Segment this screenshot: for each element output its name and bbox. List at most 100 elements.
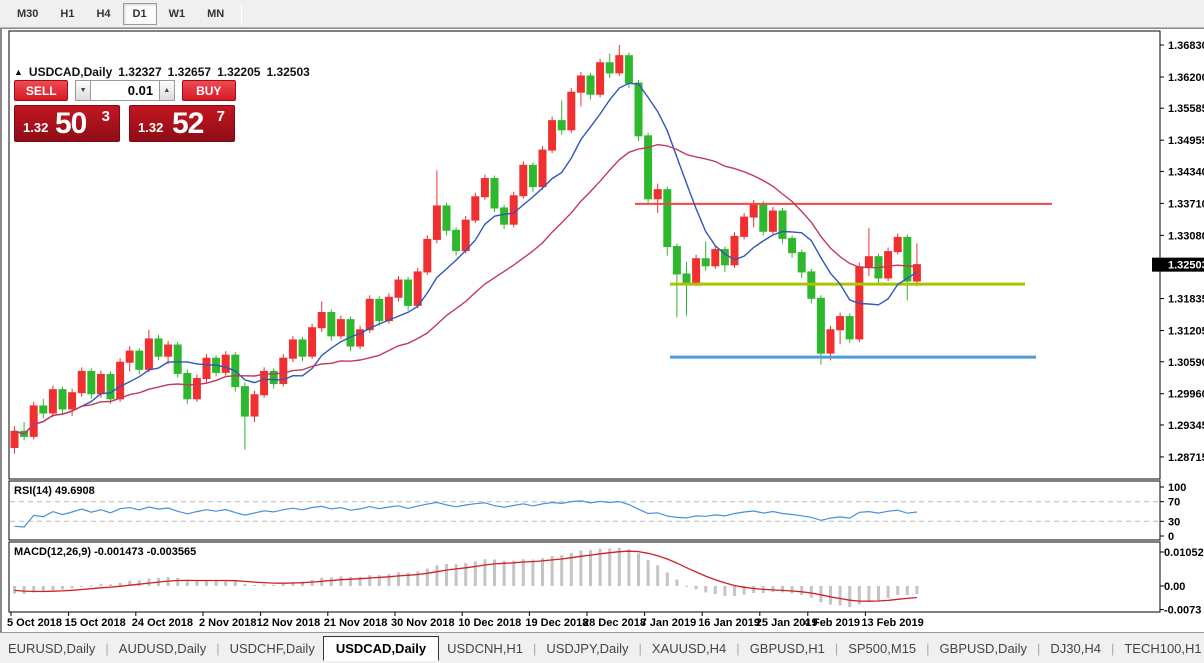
buy-button[interactable]: BUY [181,80,236,101]
collapse-triangle-icon[interactable]: ▲ [14,67,23,77]
buy-price-main: 52 [172,107,204,140]
candle-body [10,430,19,449]
candle-body [720,249,729,266]
ma-line-slow [14,143,917,435]
candle-body [58,389,67,410]
timeframe-button-d1[interactable]: D1 [122,2,157,25]
chart-tab-tech100[interactable]: TECH100,H1 [1124,640,1202,656]
svg-text:1.35585: 1.35585 [1168,103,1204,115]
volume-decrease-button[interactable]: ▼ [75,80,91,101]
candle-body [701,258,710,267]
ohlc-low: 1.32205 [217,65,261,79]
candle-body [768,210,777,232]
candle-body [135,350,144,370]
candle-body [432,205,441,240]
candle-body [29,405,38,437]
candle-body [356,329,365,347]
svg-text:1.33080: 1.33080 [1168,230,1204,242]
buy-quote-panel[interactable]: 1.32 52 7 [129,105,235,142]
candle-body [538,149,547,188]
chart-tab-xauusd[interactable]: XAUUSD,H4 [651,640,727,656]
candle-body [490,178,499,209]
candle-body [576,75,585,93]
candle-body [39,405,48,414]
candle-body [912,264,921,282]
candle-body [509,195,518,225]
chart-window[interactable]: 1.36830 1.36200 1.35585 1.34955 1.34340 1.337… [0,28,1204,632]
candle-body [884,251,893,279]
sell-quote-panel[interactable]: 1.32 50 3 [14,105,120,142]
candle-body [644,135,653,200]
rsi-line [14,500,917,528]
candle-body [557,120,566,131]
svg-text:0.010525: 0.010525 [1164,547,1204,559]
svg-text:100: 100 [1168,482,1186,494]
chart-tab-usdchf[interactable]: USDCHF,Daily [229,640,315,656]
candle-body [346,319,355,347]
svg-text:1.34340: 1.34340 [1168,166,1204,178]
timeframe-toolbar: M30 H1 H4 D1 W1 MN [0,0,1204,28]
candle-body [615,55,624,74]
chart-tab-gbpusd[interactable]: GBPUSD,H1 [749,640,825,656]
candle-body [653,189,662,200]
chart-tab-usdcad[interactable]: USDCAD,Daily [322,635,440,661]
candle-body [672,246,681,275]
chart-tab-eurusd[interactable]: EURUSD,Daily [8,640,96,656]
candle-body [87,370,96,395]
chart-canvas[interactable]: 1.36830 1.36200 1.35585 1.34955 1.34340 1.337… [2,29,1204,633]
svg-text:2 Nov 2018: 2 Nov 2018 [199,617,256,629]
chart-tab-usdcnh[interactable]: USDCNH,H1 [447,640,523,656]
ohlc-close: 1.32503 [266,65,310,79]
chart-title: ▲ USDCAD,Daily 1.32327 1.32657 1.32205 1… [14,65,310,79]
candle-body [375,298,384,322]
candle-body [154,338,163,357]
svg-text:16 Jan 2019: 16 Jan 2019 [698,617,760,629]
tab-separator: | [926,640,930,656]
volume-input[interactable]: 0.01 [90,80,160,101]
timeframe-button-h1[interactable]: H1 [60,7,75,20]
candle-body [77,370,86,394]
volume-increase-button[interactable]: ▲ [159,80,175,101]
timeframe-button-h4[interactable]: H4 [96,7,111,20]
svg-text:1.29345: 1.29345 [1168,420,1204,432]
rsi-pane-border [8,480,1161,541]
svg-text:5 Oct 2018: 5 Oct 2018 [7,617,62,629]
svg-text:1.32503: 1.32503 [1168,260,1204,272]
candle-body [106,373,115,400]
chart-tab-audusd[interactable]: AUDUSD,Daily [118,640,207,656]
current-price-tag: 1.32503 [1152,257,1204,272]
chart-tab-sp500[interactable]: SP500,M15 [848,640,917,656]
tab-separator: | [532,640,537,656]
candle-body [730,235,739,266]
tab-separator: | [736,640,740,656]
macd-signal-line [14,550,917,602]
candle-body [471,196,480,221]
buy-price-pip: 7 [216,108,225,125]
svg-text:1.31835: 1.31835 [1168,294,1204,306]
timeframe-button-mn[interactable]: MN [207,7,225,20]
chart-tab-gbpusd[interactable]: GBPUSD,Daily [939,640,1027,656]
svg-text:15 Oct 2018: 15 Oct 2018 [65,617,126,629]
candle-body [173,344,182,374]
sell-price-main: 50 [55,107,87,140]
candle-body [240,386,249,417]
candle-body [384,296,393,322]
svg-text:70: 70 [1168,497,1180,509]
chart-tab-usdjpy[interactable]: USDJPY,Daily [546,640,629,656]
tab-separator: | [216,640,220,656]
timeframe-button-w1[interactable]: W1 [168,7,186,20]
chart-tab-dj30[interactable]: DJ30,H4 [1050,640,1101,656]
sell-button[interactable]: SELL [14,80,69,101]
rsi-axis: 100 70 30 0 [1160,482,1186,543]
candle-body [413,271,422,306]
svg-text:19 Dec 2018: 19 Dec 2018 [525,617,588,629]
svg-text:28 Dec 2018: 28 Dec 2018 [583,617,646,629]
candle-body [711,249,720,267]
candle-body [893,236,902,253]
tab-separator: | [105,640,109,656]
candle-body [404,279,413,306]
timeframe-button-m30[interactable]: M30 [17,7,39,20]
macd-histogram [13,547,919,608]
macd-axis: 0.010525 0.00 -0.0073 [1160,547,1204,617]
